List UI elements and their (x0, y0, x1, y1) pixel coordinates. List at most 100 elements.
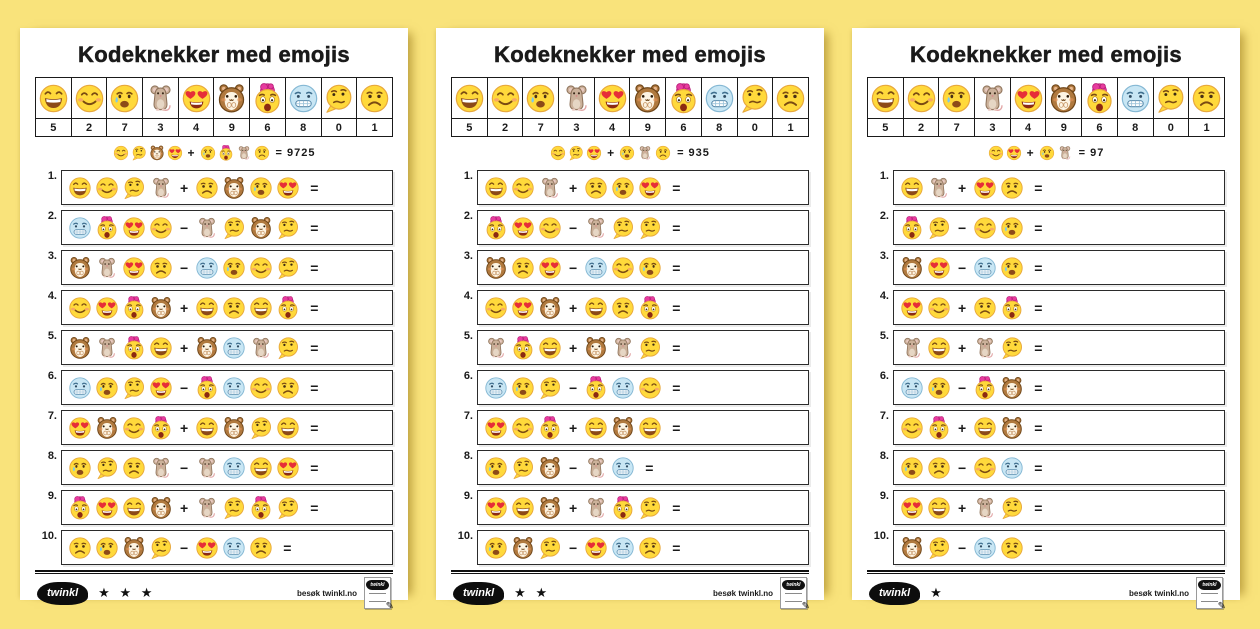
emoji-cold-icon (584, 256, 608, 280)
key-digit-cell: 5 (451, 118, 488, 137)
key-digit-cell: 6 (249, 118, 286, 137)
plus-operator: + (958, 179, 967, 196)
emoji-shock-icon (218, 145, 234, 161)
twinkl-badge-logo: twinkl (366, 580, 389, 590)
problem-number: 9. (47, 490, 57, 502)
emoji-mouse-icon (195, 456, 219, 480)
emoji-cold-icon (611, 376, 635, 400)
emoji-cry-icon (95, 536, 119, 560)
emoji-grin-icon (584, 416, 608, 440)
key-emoji-cell (938, 77, 976, 119)
problem-row: 6. − = (35, 370, 393, 405)
emoji-shock-icon (1000, 296, 1024, 320)
problem-number: 4. (47, 290, 57, 302)
emoji-hamster-icon (68, 256, 92, 280)
key-digit-cell: 1 (356, 118, 393, 137)
problem-number: 10. (41, 530, 57, 542)
problem-number: 7. (463, 410, 473, 422)
problem-row: 5. + = (35, 330, 393, 365)
emoji-cold-icon (222, 536, 246, 560)
problem-list: 1. + = 2. − = 3. − = 4. + = 5. + = 6. − = 7. + = 8. − = 9. + = 10. −… (867, 170, 1225, 570)
problem-box: − = (477, 450, 809, 485)
emoji-heart-eyes-icon (95, 496, 119, 520)
difficulty-stars: ★ ★ (514, 585, 551, 600)
key-emoji-cell (486, 77, 524, 119)
emoji-shock-icon (149, 416, 173, 440)
twinkl-badge: twinkl ✎ (780, 577, 810, 612)
emoji-smile-icon (484, 296, 508, 320)
problem-number: 8. (463, 450, 473, 462)
emoji-grin-icon (454, 83, 485, 114)
emoji-sad-icon (149, 256, 173, 280)
emoji-mouse-icon (95, 336, 119, 360)
plus-operator: + (569, 299, 578, 316)
emoji-sad-icon (222, 296, 246, 320)
emoji-hamster-icon (632, 83, 663, 114)
key-digit-cell: 1 (772, 118, 809, 137)
emoji-hamster-icon (1000, 376, 1024, 400)
key-emoji-cell (177, 77, 215, 119)
key-digit-cell: 0 (1152, 118, 1190, 137)
emoji-cold-icon (973, 536, 997, 560)
equals-sign: = (310, 219, 319, 236)
problem-row: 8. − = (35, 450, 393, 485)
emoji-mouse-icon (236, 145, 252, 161)
problem-row: 9. + = (867, 490, 1225, 525)
minus-operator: − (569, 539, 578, 556)
page-footer: twinkl ★ besøk twinkl.no twinkl ✎ (867, 570, 1226, 612)
pencil-icon: ✎ (801, 601, 810, 612)
emoji-think-icon (1000, 336, 1024, 360)
problem-row: 8. − = (451, 450, 809, 485)
emoji-think-icon (1155, 83, 1186, 114)
emoji-heart-eyes-icon (586, 145, 602, 161)
equals-sign: = (310, 339, 319, 356)
emoji-cold-icon (195, 256, 219, 280)
visit-text: besøk twinkl.no (1128, 588, 1189, 598)
equals-sign: = (310, 179, 319, 196)
emoji-smile-icon (149, 216, 173, 240)
minus-operator: − (958, 539, 967, 556)
emoji-heart-eyes-icon (195, 536, 219, 560)
problem-box: − = (893, 210, 1225, 245)
minus-operator: − (180, 459, 189, 476)
emoji-cry-icon (484, 456, 508, 480)
key-emoji-cell (142, 77, 179, 119)
problem-number: 8. (879, 450, 889, 462)
emoji-think-icon (122, 176, 146, 200)
emoji-cry-icon (200, 145, 216, 161)
problem-box: + = (477, 170, 809, 205)
key-emoji-cell (35, 77, 72, 119)
plus-operator: + (569, 339, 578, 356)
problem-row: 10. − = (451, 530, 809, 565)
equals-sign: = (310, 259, 319, 276)
key-digit-cell: 6 (1081, 118, 1118, 137)
emoji-grin-icon (122, 496, 146, 520)
emoji-hamster-icon (584, 336, 608, 360)
key-digit-cell: 9 (1045, 118, 1083, 137)
emoji-cold-icon (611, 536, 635, 560)
emoji-heart-eyes-icon (181, 83, 212, 114)
twinkl-logo: twinkl (453, 581, 505, 605)
problem-number: 5. (47, 330, 57, 342)
problem-box: + = (893, 330, 1225, 365)
emoji-heart-eyes-icon (95, 296, 119, 320)
problem-row: 10. − = (867, 530, 1225, 565)
key-emoji-row (35, 77, 393, 119)
emoji-smile-icon (927, 296, 951, 320)
emoji-heart-eyes-icon (900, 296, 924, 320)
problem-row: 10. − = (35, 530, 393, 565)
emoji-shock-icon (122, 336, 146, 360)
emoji-smile-icon (490, 83, 521, 114)
plus-operator: + (607, 146, 615, 160)
pencil-icon: ✎ (1217, 601, 1226, 612)
problem-list: 1. + = 2. − = 3. − = 4. + = 5. + = 6. − = 7. + = 8. − = 9. + = 10. −… (451, 170, 809, 570)
key-emoji-row (451, 77, 809, 119)
minus-operator: − (958, 459, 967, 476)
problem-row: 7. + = (35, 410, 393, 445)
emoji-heart-eyes-icon (1013, 83, 1044, 114)
emoji-hamster-icon (68, 336, 92, 360)
emoji-cold-icon (222, 376, 246, 400)
example-row: + = 97 (867, 143, 1225, 163)
problem-box: − = (61, 210, 393, 245)
